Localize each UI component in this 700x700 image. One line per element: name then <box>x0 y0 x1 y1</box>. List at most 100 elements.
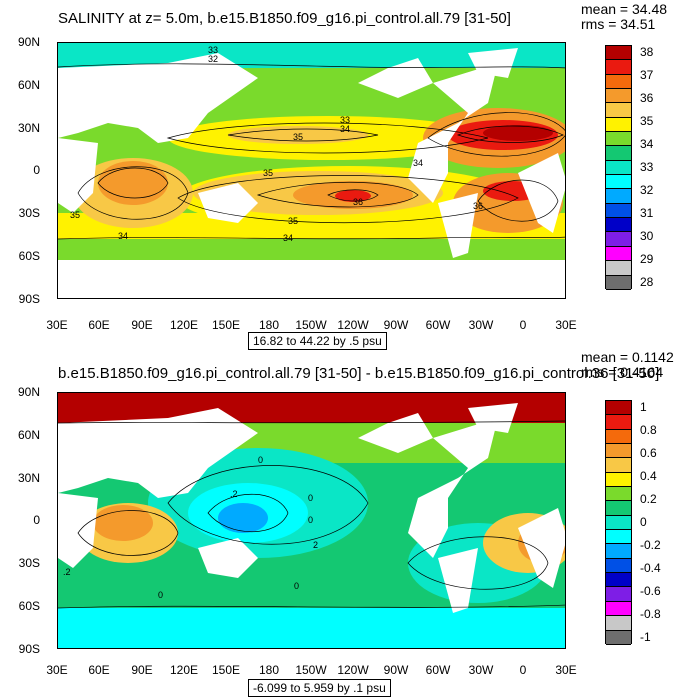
contour-label: 34 <box>283 233 293 243</box>
colorbar-swatch <box>606 616 631 631</box>
contour-label: 36 <box>353 197 363 207</box>
mean-value: mean = 34.48 <box>581 1 668 17</box>
colorbar-swatch <box>606 515 631 531</box>
contour-lines <box>58 63 565 240</box>
x-tick-label: 30E <box>555 318 577 332</box>
colorbar-label: 1 <box>640 400 647 415</box>
colorbar-label: -0.4 <box>640 560 661 575</box>
indian-ocean-orange <box>93 505 153 541</box>
contour-label: 33 <box>340 115 350 125</box>
contour-lines <box>58 420 565 609</box>
colorbar-swatch <box>606 74 631 90</box>
contour-label: 32 <box>208 54 218 64</box>
x-tick-label: 90E <box>131 318 153 332</box>
map-plot-area: 0 0 .2 0 2 0 .2 0 <box>57 392 566 649</box>
contour-label: 35 <box>288 216 298 226</box>
contour-label: 0 <box>308 493 313 503</box>
colorbar <box>605 45 632 290</box>
colorbar-label: 35 <box>640 114 654 129</box>
colorbar-label: 38 <box>640 45 654 60</box>
contour-label: 0 <box>158 590 163 600</box>
contour-label: 33 <box>208 45 218 55</box>
colorbar-label: 28 <box>640 274 654 289</box>
x-tick-label: 0 <box>519 318 527 332</box>
x-tick-label: 90E <box>131 663 153 677</box>
x-tick-label: 120E <box>169 663 199 677</box>
y-tick-label: 90S <box>18 292 40 306</box>
y-tick-label: 90S <box>18 642 40 656</box>
x-tick-label: 120W <box>337 663 369 677</box>
y-tick-label: 60N <box>17 78 40 92</box>
colorbar-label: 30 <box>640 228 654 243</box>
colorbar-swatch <box>606 415 631 430</box>
x-tick-label: 30W <box>468 318 494 332</box>
colorbar-swatch <box>606 501 631 516</box>
y-tick-label: 30N <box>17 471 40 485</box>
antarctica <box>58 260 565 298</box>
colorbar-swatch <box>606 587 631 602</box>
colorbar-swatch <box>606 530 631 545</box>
colorbar-swatch <box>606 232 631 247</box>
arabian-sea-orange <box>98 161 168 205</box>
x-tick-label: 150E <box>211 663 241 677</box>
colorbar-swatch <box>606 558 631 574</box>
y-tick-label: 60S <box>18 249 40 263</box>
colorbar-swatch <box>606 117 631 133</box>
colorbar-swatch <box>606 261 631 276</box>
rms-value: rms = 34.51 <box>581 16 656 32</box>
x-tick-label: 30E <box>555 663 577 677</box>
contour-label: 34 <box>340 124 350 134</box>
x-tick-label: 60E <box>88 663 110 677</box>
colorbar-swatch <box>606 203 631 219</box>
colorbar-swatch <box>606 573 631 588</box>
contour-label-group: 33 32 33 34 35 35 36 35 36 34 34 35 34 <box>70 45 483 243</box>
colorbar-swatch <box>606 630 631 645</box>
colorbar-swatch <box>606 275 631 290</box>
contour-label: 34 <box>413 158 423 168</box>
contour-label: 35 <box>70 210 80 220</box>
difference-map: 0 0 .2 0 2 0 .2 0 <box>58 393 565 648</box>
panel-title: SALINITY at z= 5.0m, b.e15.B1850.f09_g16… <box>58 10 511 27</box>
contour-label: 2 <box>313 540 318 550</box>
x-tick-label: 60W <box>425 318 451 332</box>
x-tick-label: 30E <box>46 663 68 677</box>
contour-range-label: 16.82 to 44.22 by .5 psu <box>248 332 387 350</box>
colorbar-swatch <box>606 175 631 190</box>
colorbar-swatch <box>606 246 631 262</box>
colorbar-label: 33 <box>640 160 654 174</box>
southern-ocean-band <box>58 608 565 648</box>
x-tick-label: 60W <box>425 663 451 677</box>
north-atlantic-max <box>483 125 553 141</box>
colorbar-swatch <box>606 146 631 161</box>
colorbar-label: -0.6 <box>640 583 661 598</box>
colorbar-label: 32 <box>640 182 654 197</box>
contour-label: .2 <box>230 489 238 499</box>
colorbar-swatch <box>606 429 631 445</box>
x-tick-label: 30W <box>468 663 494 677</box>
land-masks <box>58 403 565 613</box>
y-tick-label: 90N <box>17 385 40 399</box>
colorbar-swatch <box>606 189 631 204</box>
colorbar-swatch <box>606 160 631 176</box>
y-tick-label: 60N <box>17 428 40 442</box>
colorbar-swatch <box>606 46 631 61</box>
contour-label: 0 <box>258 455 263 465</box>
x-tick-label: 180 <box>258 318 280 332</box>
contour-label: 0 <box>308 515 313 525</box>
colorbar-label: 34 <box>640 137 654 152</box>
salinity-difference-panel: b.e15.B1850.f09_g16.pi_control.all.79 [3… <box>0 350 700 700</box>
colorbar-label: -1 <box>640 629 651 644</box>
y-tick-label: 30S <box>18 206 40 220</box>
rms-value: rms = 0.4164 <box>581 364 664 380</box>
x-tick-label: 0 <box>519 663 527 677</box>
y-tick-label: 0 <box>33 163 40 177</box>
colorbar-label: 31 <box>640 205 654 220</box>
y-tick-label: 90N <box>17 35 40 49</box>
colorbar-label: 0.8 <box>640 423 657 438</box>
stats: mean = 34.48 rms = 34.51 <box>581 2 667 32</box>
pacific-blue <box>218 503 268 533</box>
y-tick-label: 30S <box>18 556 40 570</box>
colorbar-swatch <box>606 544 631 559</box>
colorbar-swatch <box>606 487 631 502</box>
x-tick-label: 180 <box>258 663 280 677</box>
